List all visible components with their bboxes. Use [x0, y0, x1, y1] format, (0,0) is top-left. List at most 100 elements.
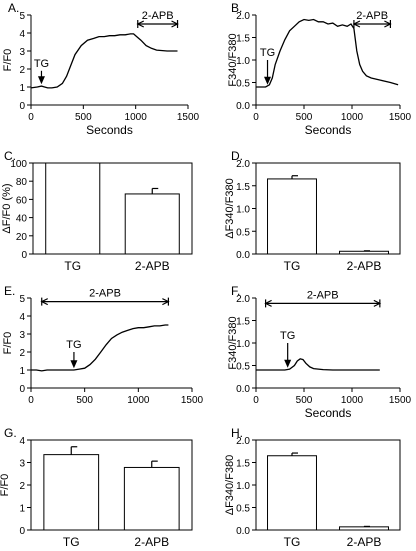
y-tick-label: 0.5 [236, 504, 250, 515]
category-label: 2-APB [135, 259, 170, 273]
y-tick-label: 1 [19, 504, 25, 515]
y-tick-label: 80 [16, 177, 28, 188]
annotation-span-arrowhead [264, 299, 272, 307]
x-tick-label: 500 [75, 112, 92, 123]
y-tick-label: 100 [10, 159, 27, 170]
panel-label: A. [8, 1, 19, 15]
bar-tg [45, 162, 101, 255]
y-axis-label: F/F0 [0, 474, 11, 497]
y-tick-label: 3 [19, 330, 25, 341]
y-tick-label: 2.0 [236, 159, 250, 170]
series-line [31, 324, 169, 372]
annotation-span-arrowhead [171, 20, 179, 28]
panel-e: E. F/F0 0 1 2 3 4 5 0 500 1000 1500 2-APB TG [2, 284, 204, 406]
annotation-label: 2-APB [89, 288, 121, 300]
x-tick-label: 500 [296, 112, 313, 123]
panel-a: A. F/F0 0 1 2 3 4 5 0 500 1000 1500 Seconds TG 2-APB [2, 1, 200, 137]
annotation-label: 2-APB [307, 289, 339, 301]
category-label: 2-APB [347, 259, 382, 273]
y-axis-label: F/F0 [2, 332, 14, 355]
category-label: TG [284, 259, 301, 273]
annotation-label: TG [66, 339, 81, 351]
x-tick-label: 0 [28, 395, 34, 406]
category-label: TG [63, 535, 80, 549]
annotation-span-arrowhead [352, 20, 361, 28]
category-label: 2-APB [347, 535, 382, 549]
plot-frame [30, 439, 193, 531]
panel-label: G. [4, 426, 17, 440]
panel-b: B. F340/F380 0.0 0.5 1.0 1.5 2.0 0 500 1000 1500 Se… [227, 1, 412, 137]
y-tick-label: 3 [19, 459, 25, 470]
annotation-label: 2-APB [142, 10, 174, 22]
bar-tg [267, 455, 317, 531]
y-tick-label: 0.0 [236, 384, 250, 395]
y-tick-label: 2 [19, 348, 25, 359]
panel-c: C. ΔF/F0 (%) 0 20 40 60 80 100 TG 2-APB [1, 149, 193, 273]
y-tick-label: 0.5 [236, 227, 250, 238]
y-tick-label: 0.5 [236, 79, 250, 90]
x-tick-label: 1000 [341, 112, 364, 123]
bar-tg [43, 454, 100, 531]
bar-tg [267, 178, 317, 255]
y-axis-label: ΔF/F0 (%) [1, 183, 13, 233]
y-tick-label: 0.0 [236, 250, 250, 261]
y-tick-label: 1 [19, 366, 25, 377]
y-tick-label: 40 [16, 214, 28, 225]
annotation-span-arrowhead [162, 298, 170, 306]
y-tick-label: 4 [19, 436, 25, 447]
x-tick-label: 1500 [177, 112, 200, 123]
y-tick-label: 0 [19, 526, 25, 537]
y-axis-label: ΔF340/F380 [224, 455, 236, 516]
plot-frame [32, 162, 193, 255]
plot-frame [255, 162, 401, 255]
bar-2-apb [124, 193, 180, 255]
y-tick-label: 1.5 [236, 34, 250, 45]
y-axis-label: F340/F380 [227, 33, 239, 86]
x-tick-label: 1000 [125, 112, 148, 123]
series-line [30, 33, 178, 89]
x-tick-label: 500 [76, 395, 93, 406]
y-tick-label: 1.5 [236, 459, 250, 470]
y-axis-label: ΔF340/F380 [224, 178, 236, 239]
y-tick-label: 4 [19, 312, 25, 323]
annotation-span-arrowhead [136, 20, 145, 28]
x-tick-label: 1000 [127, 395, 150, 406]
x-tick-label: 0 [253, 395, 259, 406]
category-label: 2-APB [134, 535, 169, 549]
x-tick-label: 0 [28, 112, 34, 123]
bar-2-apb [339, 526, 389, 531]
panel-g: G. F/F0 0 1 2 3 4 TG 2-APB [0, 426, 193, 549]
y-tick-label: 0.0 [236, 526, 250, 537]
panel-label: D. [231, 149, 243, 163]
y-tick-label: 5 [19, 11, 25, 22]
y-tick-label: 0.0 [236, 101, 250, 112]
category-label: TG [64, 259, 81, 273]
y-tick-label: 4 [19, 29, 25, 40]
series-line [256, 18, 399, 88]
panel-label: C. [4, 149, 16, 163]
y-axis-label: F/F0 [2, 49, 14, 72]
y-tick-label: 0 [19, 384, 25, 395]
x-axis-label: Seconds [305, 406, 352, 420]
y-tick-label: 0 [21, 250, 27, 261]
panel-label: F. [231, 284, 240, 298]
y-tick-label: 1.0 [236, 339, 250, 350]
x-axis-label: Seconds [86, 123, 133, 137]
category-label: TG [284, 535, 301, 549]
y-tick-label: 60 [16, 195, 28, 206]
annotation-span-arrowhead [40, 298, 49, 306]
y-tick-label: 2 [19, 65, 25, 76]
y-tick-label: 20 [16, 232, 28, 243]
annotation-span-arrowhead [384, 20, 392, 28]
y-tick-label: 1.0 [236, 481, 250, 492]
y-tick-label: 1.0 [236, 56, 250, 67]
annotation-label: TG [280, 330, 295, 342]
x-tick-label: 1000 [341, 395, 364, 406]
y-axis-label: F340/F380 [227, 316, 239, 369]
y-tick-label: 3 [19, 47, 25, 58]
annotation-label: 2-APB [356, 10, 388, 22]
x-tick-label: 500 [296, 395, 313, 406]
annotation-arrow-head [37, 76, 45, 85]
annotation-label: TG [34, 58, 49, 70]
